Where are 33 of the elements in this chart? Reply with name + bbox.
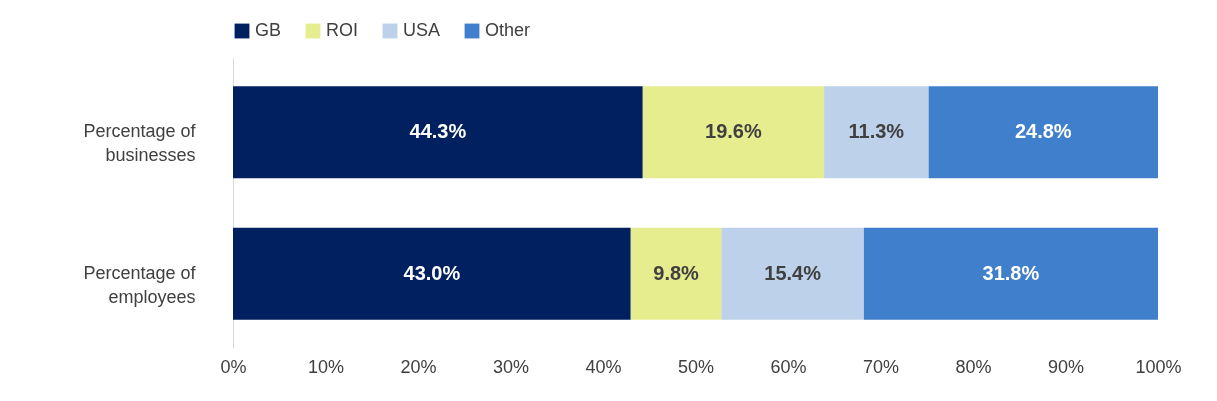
bar [721, 227, 864, 320]
x-tick-label: 50% [677, 356, 715, 377]
bar [233, 227, 631, 320]
x-tick-label: 70% [862, 356, 900, 377]
x-tick-label: 80% [955, 356, 992, 377]
data-label: 15.4% [764, 261, 822, 284]
y-tick-label: Percentage of businesses [83, 121, 197, 166]
data-label: 44.3% [409, 120, 467, 143]
bar [233, 86, 643, 179]
bar [642, 86, 825, 179]
x-tick-label: 20% [400, 356, 437, 377]
legend-label: USA [403, 20, 441, 40]
bar [630, 227, 722, 320]
legend-label: GB [255, 20, 282, 40]
bar [863, 227, 1158, 320]
bar [824, 86, 929, 179]
bar [928, 86, 1158, 179]
data-label: 11.3% [848, 120, 905, 143]
x-tick-label: 10% [307, 356, 345, 377]
x-tick-label: 0% [220, 356, 247, 377]
legend-label: Other [485, 20, 531, 40]
legend-label: ROI [326, 20, 359, 40]
data-label: 24.8% [1014, 120, 1072, 143]
y-tick-label: Percentage of employees [83, 262, 197, 307]
data-label: 19.6% [705, 120, 762, 143]
x-tick-label: 60% [770, 356, 807, 377]
x-tick-label: 30% [492, 356, 530, 377]
x-tick-label: 40% [585, 356, 622, 377]
data-label: 9.8% [653, 261, 700, 284]
data-label: 31.8% [982, 261, 1040, 284]
x-tick-label: 90% [1047, 356, 1085, 377]
data-label: 43.0% [403, 261, 461, 284]
x-tick-label: 100% [1135, 356, 1182, 377]
